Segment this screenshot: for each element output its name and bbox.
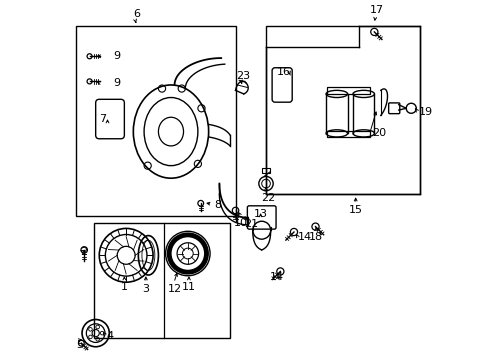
Text: 23: 23 — [235, 71, 249, 81]
Bar — [326, 131, 369, 137]
Text: 16: 16 — [277, 67, 290, 77]
Text: 5: 5 — [76, 339, 83, 350]
Text: 10: 10 — [233, 218, 247, 228]
Text: 8: 8 — [214, 200, 221, 210]
Bar — [94, 223, 230, 338]
Text: 3: 3 — [142, 284, 149, 294]
Text: 2: 2 — [81, 247, 87, 257]
Text: 18: 18 — [308, 232, 323, 242]
Text: 9: 9 — [113, 51, 121, 61]
Text: 17: 17 — [369, 5, 384, 15]
Text: 14: 14 — [298, 232, 312, 242]
Text: 21: 21 — [244, 220, 258, 229]
Text: 7: 7 — [99, 114, 106, 125]
Text: 20: 20 — [371, 129, 385, 138]
Bar — [326, 87, 369, 94]
Bar — [265, 26, 419, 194]
Text: 19: 19 — [418, 107, 432, 117]
Text: 6: 6 — [133, 9, 140, 19]
Text: 22: 22 — [260, 193, 274, 203]
Text: 11: 11 — [182, 282, 196, 292]
Text: 13: 13 — [253, 210, 267, 220]
Text: 1: 1 — [121, 282, 127, 292]
Text: 15: 15 — [348, 205, 362, 215]
Bar — [76, 26, 235, 216]
Bar — [261, 168, 269, 173]
Text: 9: 9 — [113, 78, 121, 88]
Text: 14: 14 — [269, 272, 283, 282]
Text: 12: 12 — [167, 284, 181, 294]
Text: 4: 4 — [106, 331, 113, 341]
